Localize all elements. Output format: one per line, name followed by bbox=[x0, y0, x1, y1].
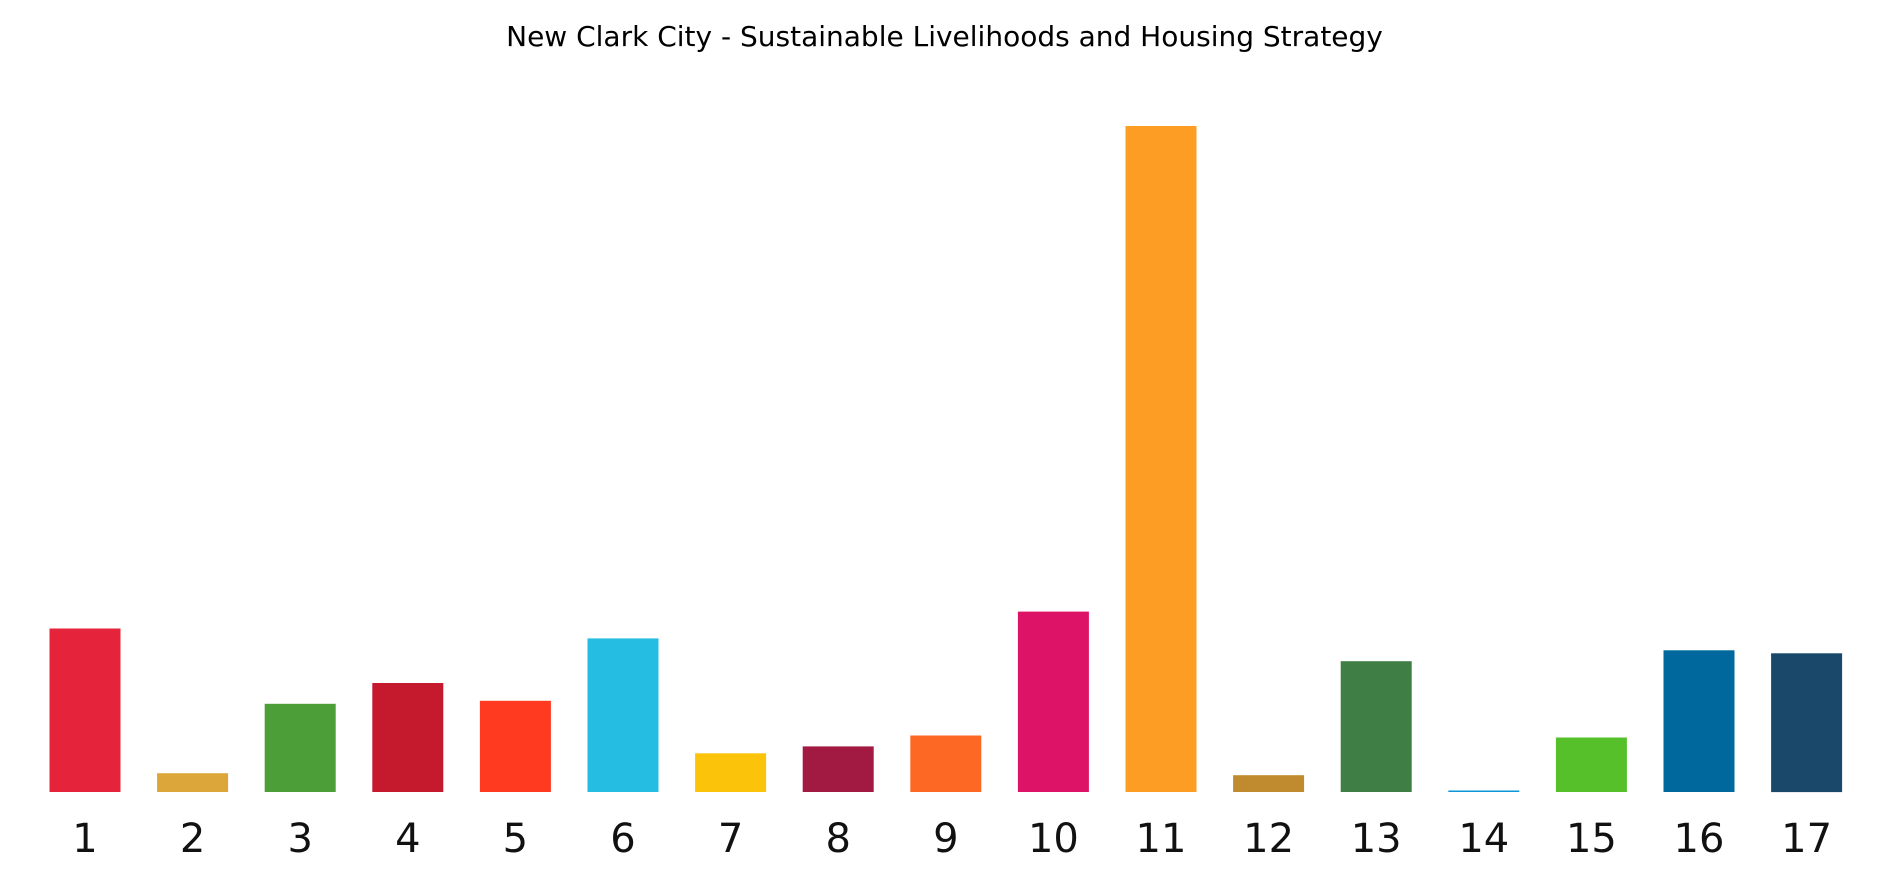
x-tick-label-4: 4 bbox=[395, 816, 420, 862]
bar-4 bbox=[372, 683, 444, 792]
bar-8 bbox=[802, 746, 874, 792]
x-tick-label-16: 16 bbox=[1674, 816, 1725, 862]
bar-1 bbox=[49, 628, 121, 792]
x-tick-label-11: 11 bbox=[1136, 816, 1187, 862]
x-tick-label-6: 6 bbox=[610, 816, 635, 862]
bar-13 bbox=[1340, 661, 1412, 792]
x-tick-label-14: 14 bbox=[1458, 816, 1509, 862]
x-tick-label-12: 12 bbox=[1243, 816, 1294, 862]
bar-2 bbox=[157, 773, 229, 792]
x-tick-label-2: 2 bbox=[180, 816, 205, 862]
x-tick-label-9: 9 bbox=[933, 816, 958, 862]
x-tick-label-8: 8 bbox=[825, 816, 850, 862]
bar-5 bbox=[479, 700, 551, 792]
x-tick-label-17: 17 bbox=[1781, 816, 1832, 862]
bar-12 bbox=[1233, 775, 1305, 792]
bar-14 bbox=[1448, 790, 1520, 792]
x-tick-label-5: 5 bbox=[503, 816, 528, 862]
x-tick-labels: 1 2 3 4 5 6 7 8 9 10 11 12 13 14 15 16 17 bbox=[72, 816, 1832, 862]
chart-title: New Clark City - Sustainable Livelihoods… bbox=[506, 20, 1383, 53]
bar-10 bbox=[1017, 611, 1089, 792]
bar-6 bbox=[587, 638, 659, 792]
x-tick-label-1: 1 bbox=[72, 816, 97, 862]
x-tick-label-10: 10 bbox=[1028, 816, 1079, 862]
bar-16 bbox=[1663, 650, 1735, 792]
x-tick-label-13: 13 bbox=[1351, 816, 1402, 862]
bars-group bbox=[49, 126, 1843, 793]
bar-3 bbox=[264, 703, 336, 792]
x-tick-label-3: 3 bbox=[287, 816, 312, 862]
bar-11 bbox=[1125, 126, 1197, 792]
x-tick-label-7: 7 bbox=[718, 816, 743, 862]
bar-17 bbox=[1771, 653, 1843, 793]
x-tick-label-15: 15 bbox=[1566, 816, 1617, 862]
bar-9 bbox=[910, 735, 982, 792]
bar-7 bbox=[695, 753, 767, 792]
bar-15 bbox=[1555, 737, 1627, 792]
